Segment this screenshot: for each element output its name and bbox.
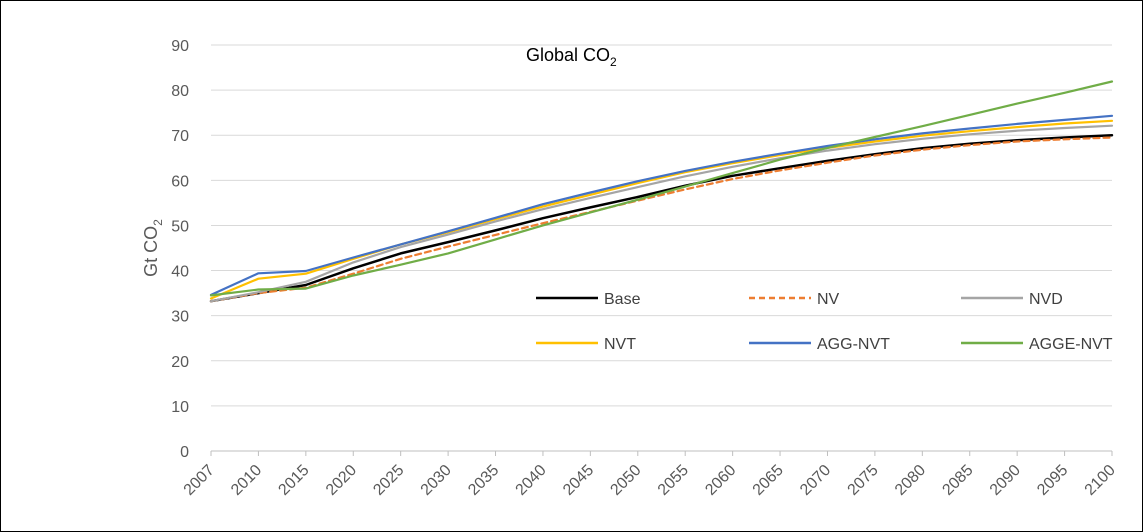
x-tick-label: 2075 [845,462,882,499]
y-tick-label: 60 [171,173,189,190]
y-tick-label: 80 [171,83,189,100]
y-axis-label: Gt CO2 [141,219,165,277]
legend-label-agg-nvt: AGG-NVT [817,336,890,353]
y-tick-label: 20 [171,354,189,371]
series-line-nvd [209,124,1114,303]
x-tick-label: 2050 [607,462,644,499]
x-tick-label: 2020 [323,462,360,499]
x-tick-label: 2010 [228,462,265,499]
x-tick-label: 2080 [892,462,929,499]
x-tick-label: 2065 [750,462,787,499]
y-axis-ticks: 0 10 20 30 40 50 60 70 80 90 [171,38,189,461]
y-tick-label: 30 [171,309,189,326]
x-tick-label: 2070 [797,462,834,499]
x-tick-label: 2060 [702,462,739,499]
legend: Base NV NVD NVT AGG-NVT AGGE-NVT [536,291,1113,353]
x-tick-label: 2055 [655,462,692,499]
chart-title: Global CO2 [526,45,617,69]
series-line-base [209,133,1114,303]
y-tick-label: 0 [180,444,189,461]
x-tick-label: 2035 [465,462,502,499]
legend-label-nv: NV [817,291,840,308]
legend-label-nvd: NVD [1029,291,1063,308]
series-line-agg-nvt [209,114,1114,296]
y-tick-label: 50 [171,218,189,235]
gridlines [211,44,1112,452]
y-tick-label: 40 [171,264,189,281]
series-line-agge-nvt [209,80,1114,297]
y-tick-label: 10 [171,399,189,416]
x-tick-label: 2025 [370,462,407,499]
legend-label-base: Base [604,291,641,308]
x-tick-label: 2007 [181,462,218,499]
y-tick-label: 90 [171,38,189,55]
x-tick-label: 2100 [1082,462,1119,499]
x-tick-label: 2040 [513,462,550,499]
x-tick-label: 2045 [560,462,597,499]
series-line-nv [209,136,1114,303]
x-axis-ticks: 2007 2010 2015 2020 2025 2030 2035 2040 2045 2050… [181,451,1119,499]
legend-label-agge-nvt: AGGE-NVT [1029,336,1113,353]
x-tick-label: 2095 [1034,462,1071,499]
x-tick-label: 2015 [275,462,312,499]
x-tick-label: 2030 [418,462,455,499]
x-tick-label: 2090 [987,462,1024,499]
legend-label-nvt: NVT [604,336,636,353]
x-tick-label: 2085 [939,462,976,499]
series-lines [209,80,1114,303]
y-tick-label: 70 [171,128,189,145]
